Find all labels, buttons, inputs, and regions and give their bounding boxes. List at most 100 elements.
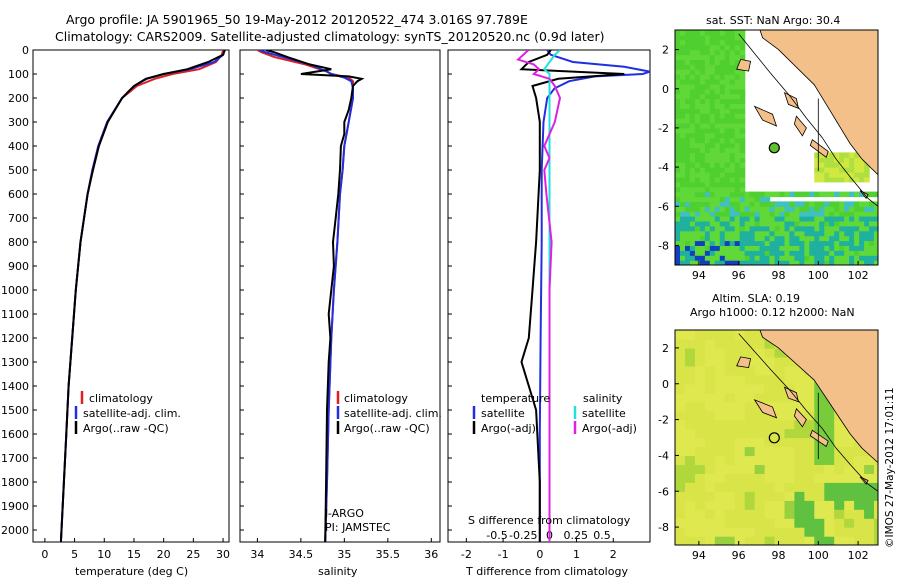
map-cell: [680, 98, 686, 104]
map-cell: [694, 260, 701, 265]
map-cell: [694, 123, 701, 129]
map-cell: [749, 250, 756, 256]
map-cell: [764, 240, 771, 246]
map-cell: [819, 206, 825, 212]
map-cell: [784, 482, 796, 492]
map-cell: [829, 240, 835, 246]
map-cell: [864, 240, 870, 246]
map-cell: [769, 216, 776, 222]
map-cell: [734, 44, 741, 51]
map-cell: [680, 108, 686, 114]
map-cell: [834, 152, 840, 158]
map-cell: [744, 401, 756, 412]
map-cell: [744, 527, 756, 537]
map-cell: [739, 69, 746, 75]
map-cell: [834, 509, 845, 519]
map-cell: [699, 137, 706, 144]
map-cell: [704, 216, 711, 222]
map-cell: [874, 482, 878, 492]
map-cell: [729, 196, 736, 202]
island: [783, 91, 799, 109]
map-cell: [814, 250, 820, 256]
map-cell: [714, 347, 726, 358]
map-cell: [709, 44, 716, 51]
temperature-panel: [32, 49, 230, 543]
map-cell: [844, 167, 850, 173]
depth-tick-label: 700: [8, 212, 29, 225]
map-cell: [794, 509, 805, 519]
map-lat-tick-label: 0: [662, 83, 669, 96]
map-cell: [709, 39, 716, 46]
map-cell: [794, 428, 805, 439]
map-cell: [759, 240, 766, 246]
map-cell: [714, 339, 726, 349]
map-cell: [804, 473, 815, 483]
map-cell: [685, 142, 691, 149]
map-cell: [724, 245, 731, 251]
map-cell: [844, 240, 850, 246]
map-cell: [699, 176, 706, 183]
map-cell: [739, 103, 746, 109]
argo-position-marker: [768, 432, 780, 444]
map-cell: [859, 240, 865, 246]
map-cell: [729, 93, 736, 100]
map-cell: [814, 401, 825, 412]
map-cell: [689, 250, 696, 256]
map-cell: [754, 230, 761, 237]
map-cell: [699, 127, 706, 134]
map-cell: [869, 260, 875, 265]
map-cell: [680, 152, 686, 158]
t-difference-tick-label: -2: [461, 548, 472, 561]
map-lon-tick-label: 94: [692, 549, 706, 562]
map-cell: [804, 374, 815, 385]
map-cell: [694, 39, 701, 46]
map-cell: [704, 330, 716, 340]
map-cell: [744, 191, 751, 198]
map-cell: [685, 181, 691, 188]
map-cell: [764, 230, 771, 237]
map-cell: [854, 211, 860, 217]
map-cell: [794, 235, 800, 242]
map-cell: [819, 216, 825, 222]
map-cell: [704, 446, 716, 457]
map-cell: [675, 240, 681, 246]
map-cell: [734, 157, 741, 163]
t-difference-tick-label: 2: [610, 548, 617, 561]
map-cell: [744, 446, 756, 457]
map-cell: [694, 49, 701, 56]
map-cell: [744, 230, 751, 237]
map-cell: [739, 142, 746, 149]
map-cell: [714, 49, 721, 56]
map-cell: [764, 464, 776, 474]
map-cell: [689, 108, 696, 114]
map-cell: [844, 230, 850, 237]
map-cell: [779, 220, 786, 227]
map-cell: [724, 473, 736, 483]
map-cell: [724, 196, 731, 202]
map-cell: [680, 216, 686, 222]
map-cell: [789, 250, 795, 256]
map-cell: [739, 225, 746, 232]
map-cell: [685, 419, 696, 430]
map-cell: [689, 127, 696, 134]
map-cell: [794, 536, 805, 545]
map-cell: [829, 260, 835, 265]
map-cell: [719, 142, 726, 149]
map-cell: [675, 127, 681, 134]
sst-map-title: sat. SST: NaN Argo: 30.4: [706, 14, 840, 27]
map-cell: [869, 230, 875, 237]
map-cell: [734, 103, 741, 109]
salinity-tick-label: 34.5: [289, 548, 314, 561]
series-line-climatology: [256, 50, 354, 542]
map-cell: [714, 181, 721, 188]
map-cell: [719, 157, 726, 163]
map-cell: [704, 500, 716, 510]
map-cell: [774, 383, 786, 394]
map-cell: [689, 176, 696, 183]
map-cell: [680, 44, 686, 51]
legend-header-temperature: temperature: [481, 392, 550, 405]
map-cell: [789, 240, 795, 246]
map-cell: [699, 74, 706, 80]
map-cell: [779, 245, 786, 251]
map-cell: [749, 201, 756, 207]
